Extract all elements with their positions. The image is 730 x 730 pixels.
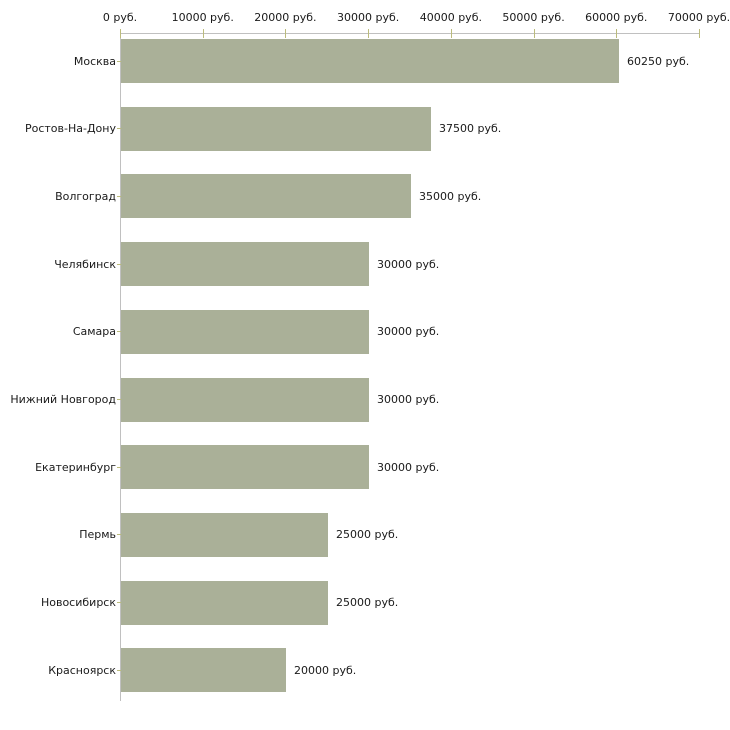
- bar-row: Новосибирск 25000 руб.: [0, 580, 730, 625]
- y-axis-tick: [117, 331, 124, 333]
- bar: [121, 445, 369, 490]
- y-axis-tick: [117, 534, 124, 536]
- bar-row: Красноярск 20000 руб.: [0, 648, 730, 693]
- plot-area: Москва 60250 руб. Ростов-На-Дону 37500 руб.…: [10, 29, 700, 701]
- bar: [121, 648, 286, 693]
- x-tick-label: 70000 руб.: [667, 11, 730, 24]
- y-axis-tick: [117, 466, 124, 468]
- bar-row: Челябинск 30000 руб.: [0, 242, 730, 287]
- category-label: Пермь: [79, 528, 116, 542]
- bar-row: Волгоград 35000 руб.: [0, 174, 730, 219]
- value-label: 37500 руб.: [439, 122, 502, 136]
- value-label: 25000 руб.: [336, 596, 399, 610]
- bar-rows: Москва 60250 руб. Ростов-На-Дону 37500 руб.…: [10, 34, 700, 701]
- x-axis-tick-labels: 0 руб. 10000 руб. 20000 руб. 30000 руб. 4000…: [0, 0, 730, 33]
- x-tick-label: 30000 руб.: [337, 11, 400, 24]
- category-label: Новосибирск: [40, 596, 116, 610]
- x-tick-label: 10000 руб.: [171, 11, 234, 24]
- value-label: 30000 руб.: [377, 257, 440, 271]
- x-tick-label: 60000 руб.: [585, 11, 648, 24]
- y-axis-tick: [117, 669, 124, 671]
- bar: [121, 580, 328, 625]
- y-axis-tick: [117, 602, 124, 604]
- y-axis-tick: [117, 128, 124, 130]
- bar: [121, 174, 411, 219]
- bar: [121, 106, 431, 151]
- value-label: 25000 руб.: [336, 528, 399, 542]
- category-label: Самара: [72, 325, 116, 339]
- x-axis-tick: [368, 29, 370, 38]
- value-label: 30000 руб.: [377, 393, 440, 406]
- value-label: 60250 руб.: [627, 54, 690, 68]
- y-axis-tick: [117, 263, 124, 265]
- y-axis-tick: [117, 399, 124, 400]
- bar: [121, 242, 369, 287]
- bar-row: Екатеринбург 30000 руб.: [0, 445, 730, 490]
- x-axis-tick: [616, 29, 618, 38]
- bar-row: Ростов-На-Дону 37500 руб.: [0, 106, 730, 151]
- x-axis-tick: [285, 29, 287, 38]
- value-label: 30000 руб.: [377, 325, 440, 339]
- value-label: 35000 руб.: [419, 189, 482, 203]
- value-label: 30000 руб.: [377, 460, 440, 474]
- x-axis-tick: [120, 29, 121, 38]
- category-label: Волгоград: [55, 189, 116, 203]
- bar: [121, 309, 369, 354]
- bar-row: Москва 60250 руб.: [0, 39, 730, 83]
- category-label: Ростов-На-Дону: [24, 122, 116, 136]
- x-tick-label: 50000 руб.: [502, 11, 565, 24]
- bar-row: Пермь 25000 руб.: [0, 512, 730, 557]
- x-tick-label: 0 руб.: [102, 11, 138, 24]
- y-axis-tick: [117, 60, 124, 62]
- bar: [121, 377, 369, 422]
- x-tick-label: 40000 руб.: [419, 11, 482, 24]
- bar-row: Нижний Новгород 30000 руб.: [0, 377, 730, 422]
- category-label: Челябинск: [54, 257, 116, 271]
- bar-row: Самара 30000 руб.: [0, 309, 730, 354]
- x-axis-tick: [699, 29, 700, 38]
- bar: [121, 512, 328, 557]
- bar: [121, 39, 619, 83]
- x-axis-tick: [202, 29, 204, 38]
- x-tick-label: 20000 руб.: [254, 11, 317, 24]
- category-label: Нижний Новгород: [10, 393, 116, 406]
- category-label: Москва: [73, 54, 116, 68]
- value-label: 20000 руб.: [294, 663, 357, 677]
- x-axis-tick: [533, 29, 535, 38]
- category-label: Екатеринбург: [35, 460, 116, 474]
- y-axis-tick: [117, 195, 124, 197]
- category-label: Красноярск: [48, 663, 116, 677]
- x-axis-tick: [450, 29, 452, 38]
